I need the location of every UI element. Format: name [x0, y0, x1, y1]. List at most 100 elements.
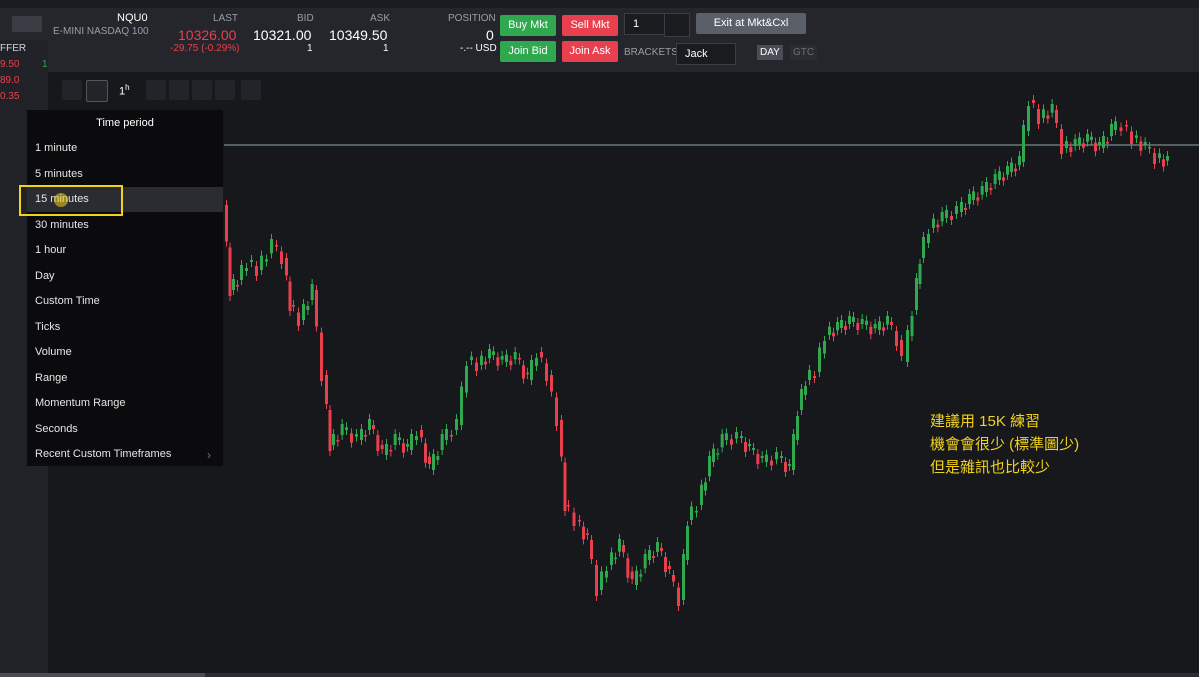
candle-body	[927, 234, 930, 243]
menu-item[interactable]: 5 minutes	[35, 167, 83, 180]
candle-body	[398, 437, 401, 440]
zoom-in[interactable]	[62, 80, 82, 100]
menu-item[interactable]: Seconds	[35, 422, 78, 435]
candle-body	[989, 188, 993, 190]
candle-body	[882, 327, 885, 331]
layout-toggle[interactable]	[12, 16, 42, 32]
candle-body	[578, 520, 581, 522]
candle-body	[315, 290, 318, 327]
indicators[interactable]	[215, 80, 235, 100]
candle-body	[792, 434, 795, 470]
annotation-line: 但是雜訊也比較少	[930, 459, 1051, 476]
candle-body	[250, 260, 253, 262]
candle-body	[900, 340, 903, 356]
buy-market-button[interactable]: Buy Mkt	[500, 15, 556, 36]
candle-body	[844, 326, 847, 330]
brackets-label: BRACKETS	[624, 47, 678, 58]
interval[interactable]: 1h	[119, 83, 130, 98]
candle-body	[364, 435, 367, 437]
bracket-select[interactable]: Jack	[676, 43, 736, 65]
candle-body	[1078, 137, 1081, 145]
candle-body	[765, 454, 768, 462]
candle-body	[1106, 142, 1109, 144]
candle-body	[420, 430, 423, 438]
candle-body	[540, 352, 543, 358]
candle-body	[643, 554, 647, 569]
candle-body	[488, 349, 491, 359]
candle-body	[332, 434, 335, 445]
candle-body	[270, 239, 273, 254]
candle-body	[1006, 166, 1009, 175]
menu-item[interactable]: 1 hour	[35, 244, 67, 256]
settings[interactable]	[192, 80, 212, 100]
candle-body	[389, 450, 393, 452]
candle-body	[752, 448, 755, 450]
candle-body	[509, 360, 513, 366]
candle-body	[1069, 147, 1073, 152]
join-bid-button[interactable]: Join Bid	[500, 41, 556, 62]
sell-market-button[interactable]: Sell Mkt	[562, 15, 618, 36]
candle-body	[998, 171, 1001, 180]
last-price: 10326.00	[178, 27, 237, 43]
candle-body	[320, 332, 323, 381]
candle-body	[704, 482, 707, 491]
menu-item[interactable]: 1 minute	[35, 142, 78, 154]
scrollbar-thumb[interactable]	[0, 673, 205, 677]
candle-body	[505, 354, 508, 362]
gtc-toggle[interactable]: GTC	[790, 45, 818, 60]
candle-body	[1037, 109, 1040, 124]
candle-body	[572, 512, 576, 526]
candle-body	[672, 575, 675, 582]
candle-body	[622, 545, 625, 553]
quantity-arrow[interactable]	[664, 13, 690, 37]
candle-body	[1046, 115, 1050, 119]
candle-body	[1098, 142, 1101, 146]
join-ask-button[interactable]: Join Ask	[562, 41, 618, 62]
candle-body	[700, 484, 703, 505]
candle-body	[465, 366, 468, 393]
candle-body	[964, 208, 967, 210]
menu-item[interactable]: Momentum Range	[35, 397, 126, 409]
zoom-out[interactable]	[86, 80, 108, 102]
candle-body	[1022, 125, 1025, 162]
candle-body	[522, 365, 525, 379]
candle-body	[740, 436, 743, 438]
candle-body	[232, 279, 235, 290]
candle-body	[496, 357, 500, 366]
candle-body	[228, 247, 232, 296]
candle-body	[436, 456, 440, 460]
candle-body	[600, 571, 603, 590]
candle-body	[960, 202, 963, 212]
select-tool[interactable]	[169, 80, 189, 100]
menu-item[interactable]: 30 minutes	[35, 218, 89, 231]
tab-strip	[0, 0, 1199, 8]
menu-item[interactable]: Ticks	[35, 320, 61, 333]
cursor	[54, 193, 68, 207]
candle-body	[720, 434, 724, 448]
day-toggle[interactable]: DAY	[757, 45, 783, 60]
candle-body	[664, 557, 667, 572]
candle-body	[656, 542, 659, 552]
templates[interactable]	[241, 80, 261, 100]
menu-item[interactable]: Recent Custom Timeframes	[35, 448, 172, 460]
menu-item[interactable]: Custom Time	[35, 295, 100, 307]
candle-body	[492, 351, 495, 355]
candle-body	[780, 456, 783, 458]
candle-body	[716, 453, 720, 455]
exit-button[interactable]: Exit at Mkt&Cxl	[696, 13, 806, 34]
candle-body	[660, 548, 663, 551]
candle-body	[288, 281, 292, 311]
chart-type[interactable]	[146, 80, 166, 100]
menu-item[interactable]: Day	[35, 269, 55, 282]
candle-body	[328, 410, 332, 451]
price-trace	[225, 100, 1170, 600]
menu-item[interactable]: Range	[35, 371, 68, 384]
menu-item[interactable]: Volume	[35, 346, 72, 358]
candle-body	[1114, 121, 1117, 130]
candle-body	[690, 506, 693, 520]
candle-body	[424, 443, 427, 463]
candle-body	[280, 251, 283, 264]
candle-body	[406, 444, 409, 447]
candle-body	[432, 454, 435, 470]
candle-body	[292, 305, 295, 307]
